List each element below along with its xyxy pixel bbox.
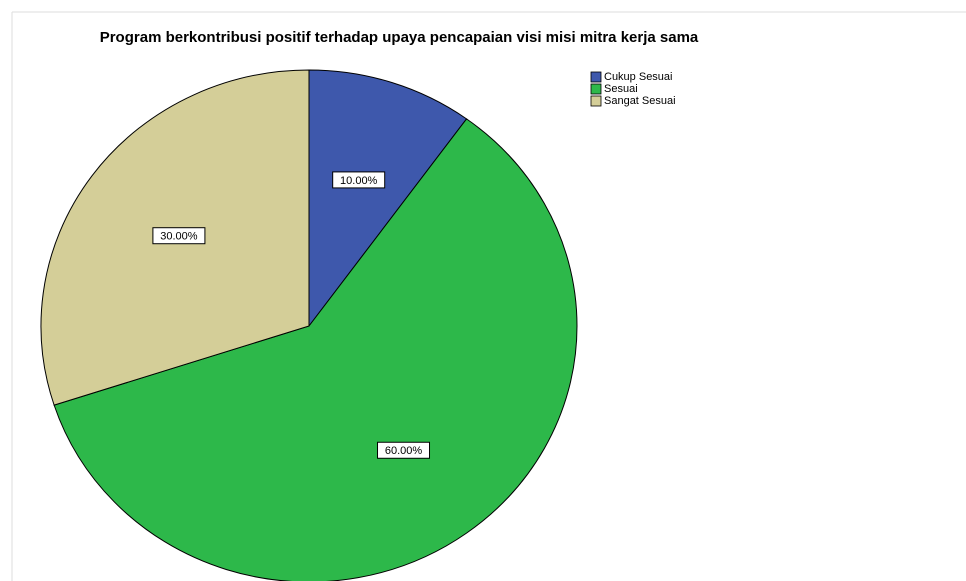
value-label-group [332, 171, 386, 189]
legend-label: Cukup Sesuai [604, 71, 673, 83]
value-label-box [377, 441, 431, 459]
legend-swatch [590, 83, 602, 95]
value-label: 60.00% [385, 445, 423, 457]
pie-slice [53, 118, 578, 581]
value-label-box [332, 171, 386, 189]
value-label-group [152, 227, 206, 245]
legend-label: Sesuai [604, 83, 638, 95]
legend-label: Sangat Sesuai [604, 95, 676, 107]
value-label: 10.00% [340, 175, 378, 187]
legend-swatch [590, 71, 602, 83]
chart-title: Program berkontribusi positif terhadap u… [99, 29, 699, 46]
legend-swatch [590, 95, 602, 107]
value-label-group [377, 441, 431, 459]
pie-slice [308, 69, 468, 328]
value-label-box [152, 227, 206, 245]
value-label: 30.00% [160, 231, 198, 243]
